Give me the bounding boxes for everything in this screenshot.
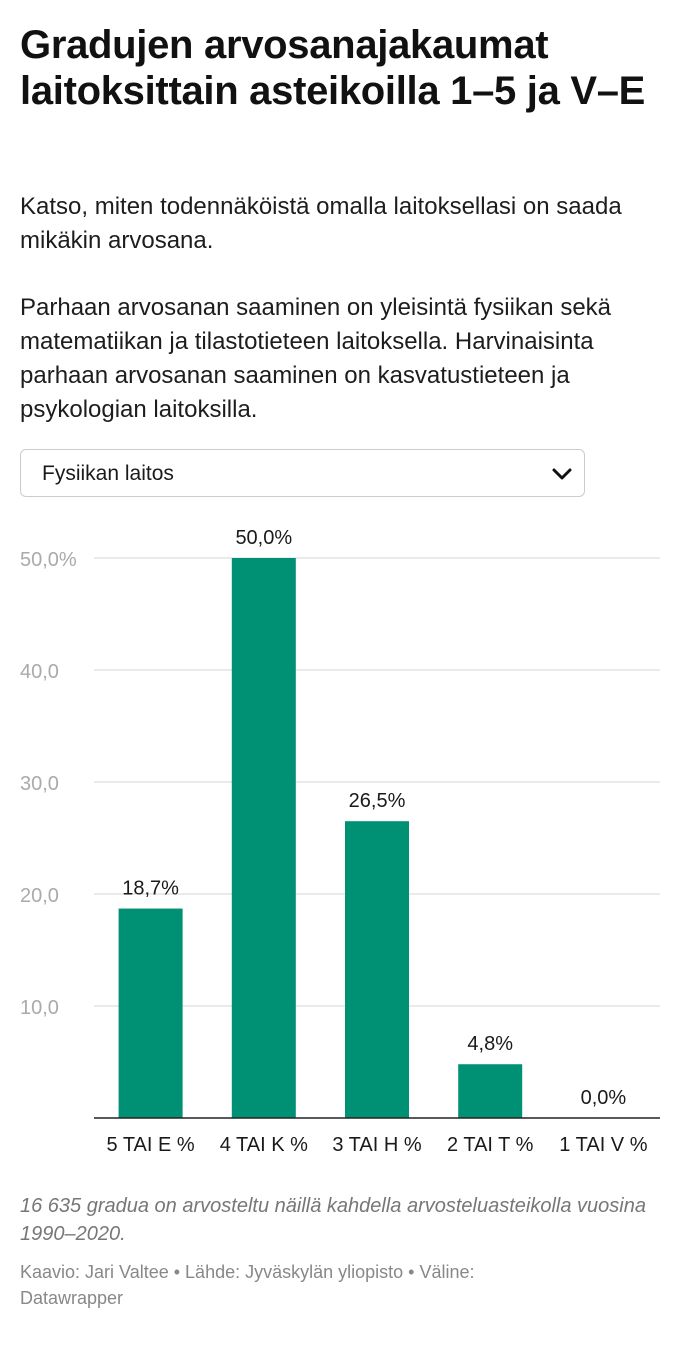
chart-notes: 16 635 gradua on arvosteltu näillä kahde…: [20, 1195, 646, 1245]
data-label: 18,7%: [122, 878, 179, 900]
y-tick-label: 50,0%: [20, 549, 77, 571]
data-label: 26,5%: [349, 790, 406, 812]
bar: [345, 821, 409, 1118]
department-select-value: Fysiikan laitos: [42, 462, 174, 485]
data-label: 50,0%: [235, 527, 292, 549]
y-tick-label: 30,0: [20, 773, 59, 795]
y-tick-label: 20,0: [20, 885, 59, 907]
chart-byline: Kaavio: Jari Valtee • Lähde: Jyväskylän …: [20, 1262, 475, 1308]
bar-chart: 10,0 20,0 30,0 40,0 50,0% 18,7% 5 TAI E % 50,0%…: [20, 527, 660, 1156]
chart-title: Gradujen arvosanajakaumat laitoksittain …: [20, 23, 646, 113]
chart-description: Katso, miten todennäköistä omalla laitok…: [20, 193, 622, 254]
x-tick-label: 3 TAI H %: [332, 1134, 422, 1156]
x-tick-label: 2 TAI T %: [447, 1134, 534, 1156]
x-tick-label: 5 TAI E %: [107, 1134, 195, 1156]
chevron-down-icon: [552, 468, 572, 480]
y-tick-label: 40,0: [20, 661, 59, 683]
x-tick-label: 4 TAI K %: [220, 1134, 308, 1156]
data-label: 4,8%: [467, 1033, 513, 1055]
y-tick-label: 10,0: [20, 997, 59, 1019]
bar: [118, 908, 183, 1118]
bar: [458, 1064, 523, 1118]
chart-description-detail: Parhaan arvosanan saaminen on yleisintä …: [20, 294, 612, 423]
x-tick-label: 1 TAI V %: [559, 1134, 647, 1156]
data-label: 0,0%: [581, 1087, 627, 1109]
department-select[interactable]: Fysiikan laitos: [20, 449, 585, 497]
bar: [231, 558, 296, 1118]
